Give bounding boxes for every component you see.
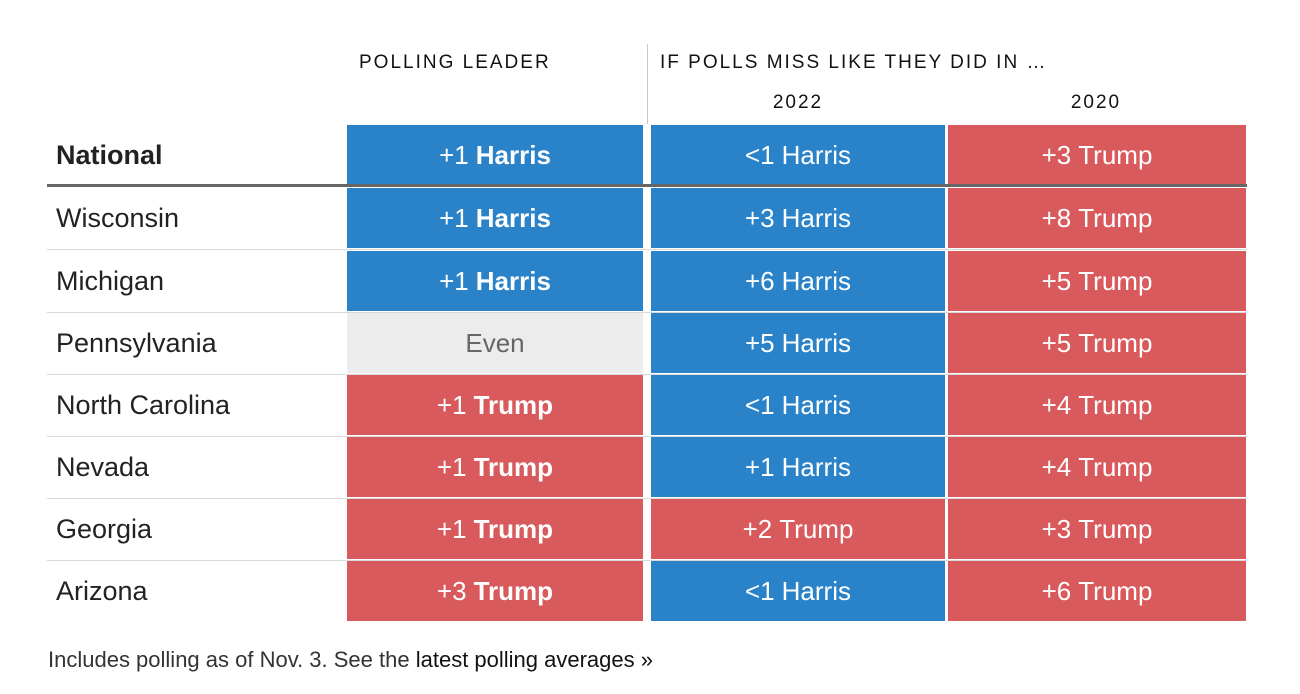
- cell-miss-2022: <1 Harris: [651, 375, 945, 435]
- cell-candidate: Trump: [779, 513, 854, 544]
- cell-candidate: Even: [465, 327, 525, 358]
- cell-miss-2020: +5 Trump: [948, 251, 1246, 311]
- cell-miss-2022: +1 Harris: [651, 437, 945, 497]
- cell-candidate: Trump: [1078, 139, 1153, 170]
- cell-margin: +8: [1041, 202, 1072, 233]
- cell-candidate: Trump: [473, 575, 554, 606]
- cell-margin: +3: [1041, 513, 1072, 544]
- cell-miss-2022: +3 Harris: [651, 188, 945, 248]
- cell-miss-2020: +3 Trump: [948, 499, 1246, 559]
- cell-candidate: Harris: [781, 265, 851, 296]
- cell-margin: +1: [436, 513, 467, 544]
- polling-table: National +1 Harris <1 Harris +3 Trump Wisconsin…: [47, 125, 1247, 621]
- cell-polling-leader: +1 Trump: [347, 499, 643, 559]
- cell-candidate: Harris: [781, 139, 851, 170]
- cell-candidate: Harris: [475, 265, 551, 296]
- cell-margin: +1: [439, 265, 469, 296]
- cell-miss-2022: +6 Harris: [651, 251, 945, 311]
- cell-margin: +3: [436, 575, 467, 606]
- national-divider: [47, 184, 1247, 187]
- cell-margin: +3: [745, 202, 775, 233]
- state-label: Michigan: [56, 266, 165, 296]
- cell-margin: +5: [1041, 327, 1072, 358]
- latest-polling-link[interactable]: latest polling averages »: [415, 647, 653, 672]
- state-label: Georgia: [56, 514, 153, 544]
- cell-margin: +3: [1041, 139, 1072, 170]
- cell-miss-2020: +3 Trump: [948, 125, 1246, 185]
- cell-miss-2022: +2 Trump: [651, 499, 945, 559]
- footnote-text: Includes polling as of Nov. 3. See the: [48, 647, 416, 672]
- row-divider: [47, 312, 1247, 313]
- cell-candidate: Harris: [781, 451, 851, 482]
- year-2022-header: 2022: [772, 92, 824, 113]
- cell-candidate: Harris: [475, 202, 551, 233]
- cell-margin: +1: [745, 451, 775, 482]
- state-label: North Carolina: [56, 390, 231, 420]
- cell-candidate: Trump: [473, 451, 554, 482]
- state-label: Pennsylvania: [56, 328, 217, 358]
- cell-margin: +4: [1041, 389, 1072, 420]
- cell-candidate: Trump: [1078, 202, 1153, 233]
- cell-miss-2020: +5 Trump: [948, 313, 1246, 373]
- cell-polling-leader: +1 Harris: [347, 251, 643, 311]
- cell-polling-leader: +1 Harris: [347, 188, 643, 248]
- cell-candidate: Harris: [781, 575, 851, 606]
- state-label: Nevada: [56, 452, 150, 482]
- cell-margin: +4: [1041, 451, 1072, 482]
- cell-candidate: Trump: [473, 513, 554, 544]
- cell-polling-leader: +1 Trump: [347, 437, 643, 497]
- cell-candidate: Trump: [1078, 513, 1153, 544]
- cell-miss-2022: +5 Harris: [651, 313, 945, 373]
- polling-leader-header: POLLING LEADER: [359, 52, 551, 73]
- cell-margin: +2: [742, 513, 773, 544]
- cell-margin: <1: [745, 389, 775, 420]
- cell-miss-2022: <1 Harris: [651, 125, 945, 185]
- cell-margin: +6: [745, 265, 775, 296]
- cell-margin: +5: [1041, 265, 1072, 296]
- row-divider: [47, 249, 1247, 250]
- cell-miss-2020: +4 Trump: [948, 375, 1246, 435]
- row-divider: [47, 498, 1247, 499]
- cell-candidate: Trump: [1078, 451, 1153, 482]
- footnote: Includes polling as of Nov. 3. See the l…: [48, 647, 653, 673]
- cell-polling-leader: +3 Trump: [347, 561, 643, 621]
- cell-miss-2020: +4 Trump: [948, 437, 1246, 497]
- cell-candidate: Trump: [1078, 327, 1153, 358]
- cell-candidate: Trump: [1078, 265, 1153, 296]
- row-divider: [47, 560, 1247, 561]
- cell-margin: +1: [439, 202, 469, 233]
- polls-miss-header: IF POLLS MISS LIKE THEY DID IN …: [660, 52, 1048, 73]
- cell-candidate: Harris: [781, 202, 851, 233]
- cell-candidate: Harris: [781, 389, 851, 420]
- state-label: National: [56, 140, 163, 170]
- state-label: Wisconsin: [56, 203, 180, 233]
- header-divider: [647, 44, 648, 124]
- cell-polling-leader: +1 Harris: [347, 125, 643, 185]
- cell-margin: <1: [745, 139, 775, 170]
- year-2020-header: 2020: [1070, 92, 1122, 113]
- cell-candidate: Trump: [1078, 389, 1153, 420]
- cell-candidate: Trump: [1078, 575, 1153, 606]
- cell-margin: +6: [1041, 575, 1072, 606]
- cell-miss-2020: +6 Trump: [948, 561, 1246, 621]
- cell-margin: +1: [439, 139, 469, 170]
- cell-margin: +1: [436, 389, 467, 420]
- cell-candidate: Harris: [475, 139, 551, 170]
- cell-polling-leader: Even: [347, 313, 643, 373]
- cell-miss-2022: <1 Harris: [651, 561, 945, 621]
- cell-margin: +5: [745, 327, 775, 358]
- cell-candidate: Harris: [781, 327, 851, 358]
- cell-miss-2020: +8 Trump: [948, 188, 1246, 248]
- row-divider: [47, 436, 1247, 437]
- cell-margin: <1: [745, 575, 775, 606]
- cell-polling-leader: +1 Trump: [347, 375, 643, 435]
- state-label: Arizona: [56, 576, 148, 606]
- cell-margin: +1: [436, 451, 467, 482]
- cell-candidate: Trump: [473, 389, 554, 420]
- row-divider: [47, 374, 1247, 375]
